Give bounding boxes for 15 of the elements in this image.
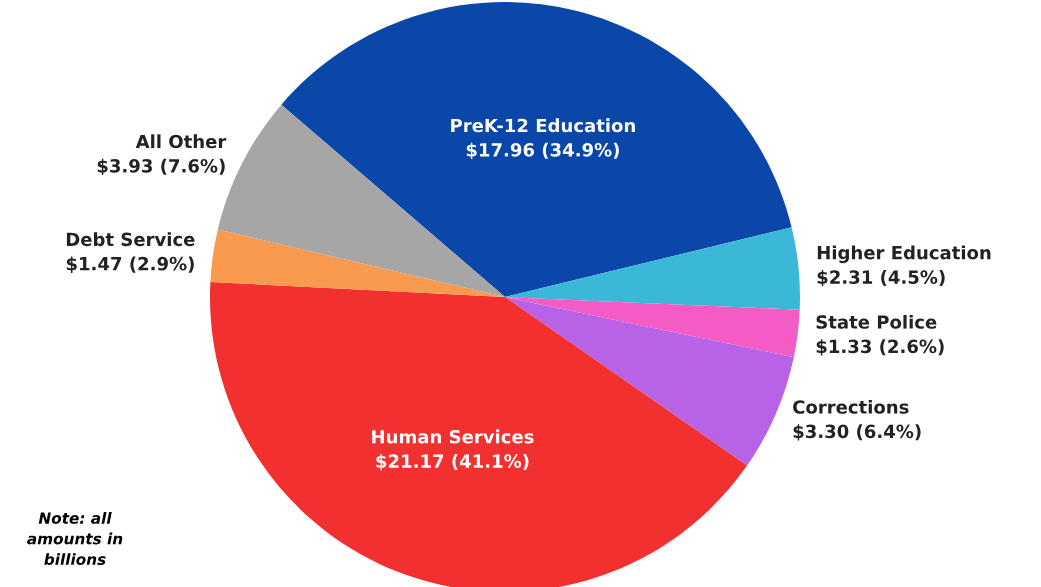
slice-label: Human Services (372, 429, 534, 444)
data-label: $2.31 (4.5%) (817, 269, 945, 287)
slice-label: Higher Education (817, 245, 991, 264)
slice-label: All Other (135, 134, 227, 149)
data-label: $3.93 (7.6%) (97, 158, 225, 176)
slice-label: Corrections (793, 399, 909, 414)
data-label: $17.96 (34.9%) (466, 142, 619, 160)
data-label: $1.33 (2.6%) (816, 339, 944, 356)
data-label: $3.30 (6.4%) (793, 424, 921, 441)
slice-label: PreK-12 Education (451, 118, 635, 133)
data-label: $1.47 (2.9%) (66, 256, 194, 273)
slice-label: State Police (816, 314, 937, 329)
data-label: $21.17 (41.1%) (376, 453, 529, 471)
text: Note: all amounts in billions (27, 512, 123, 566)
slice-label: Debt Service (66, 232, 195, 247)
